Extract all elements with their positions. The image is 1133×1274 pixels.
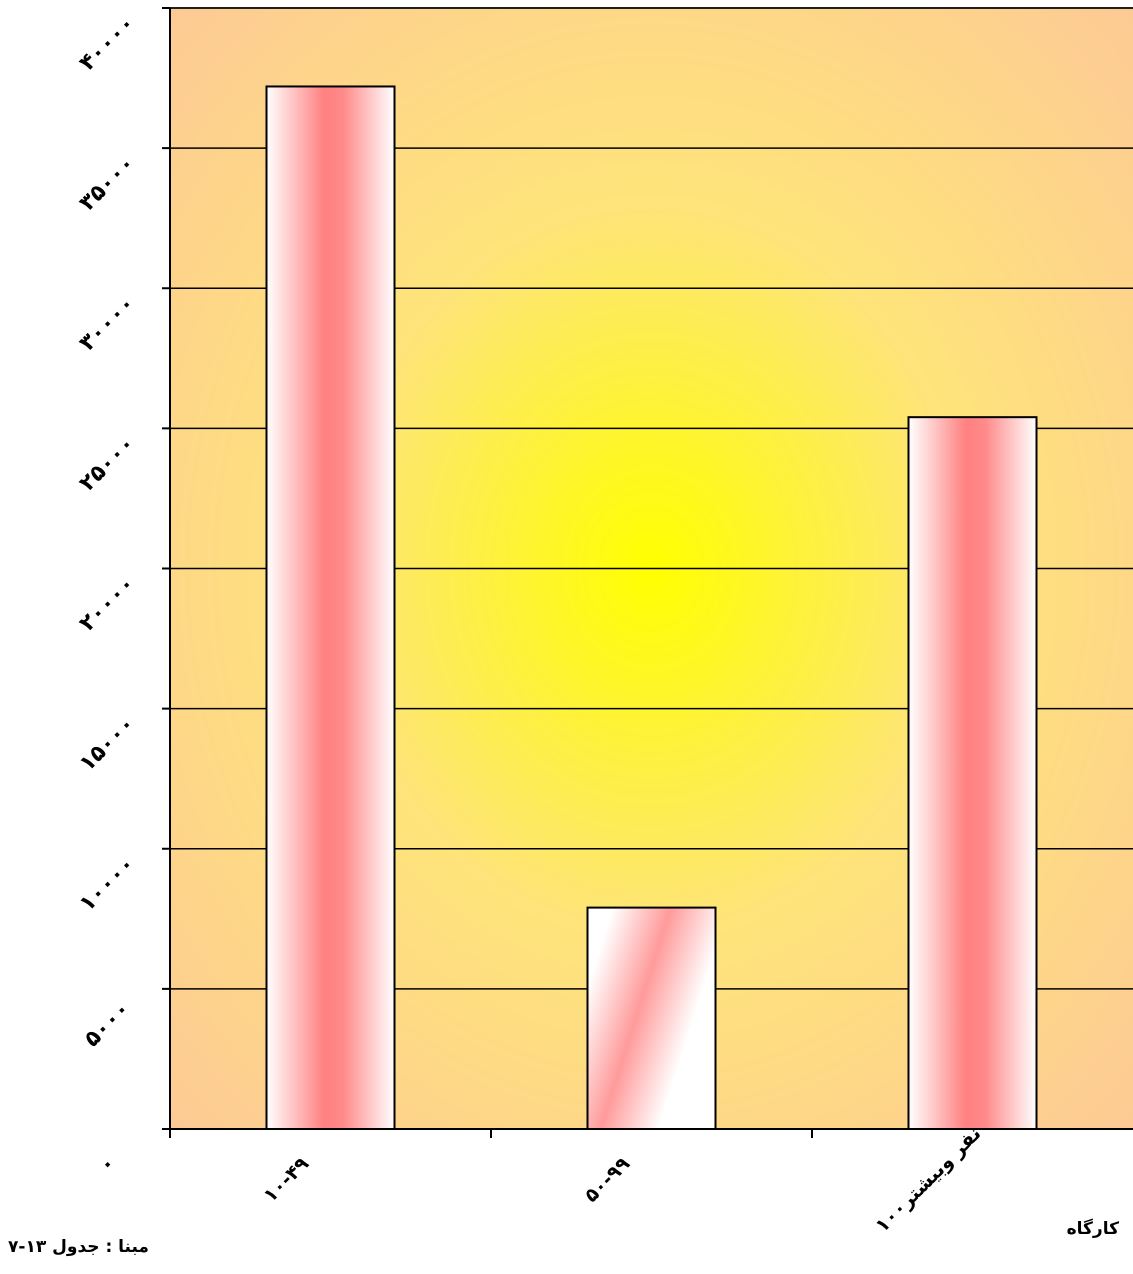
y-tick-label: ۱۰۰۰۰ <box>75 852 140 917</box>
y-tick-label: ۰ <box>94 1151 121 1178</box>
bar-1 <box>265 85 396 1131</box>
x-tick-label: ۵۰-۹۹ <box>580 1153 634 1207</box>
y-tick-label: ۲۰۰۰۰ <box>75 571 140 636</box>
y-tick-label: ۳۰۰۰۰ <box>75 291 140 356</box>
source-note: مبنا : جدول ۱۳-۷ <box>8 1237 149 1257</box>
y-tick-label: ۵۰۰۰ <box>80 996 136 1052</box>
y-tick-label: ۱۵۰۰۰ <box>75 711 140 776</box>
x-tick-label: ۱۰-۴۹ <box>259 1153 313 1207</box>
x-tick-label: ۱۰۰نفر وبیشتر <box>871 1123 985 1237</box>
bar-2 <box>586 906 717 1130</box>
y-tick-label: ۴۰۰۰۰ <box>75 11 140 76</box>
y-tick-label: ۳۵۰۰۰ <box>75 151 140 216</box>
bar-3 <box>907 416 1038 1131</box>
y-tick-label: ۲۵۰۰۰ <box>75 431 140 496</box>
x-axis-unit-label: کارگاه <box>1066 1219 1119 1239</box>
